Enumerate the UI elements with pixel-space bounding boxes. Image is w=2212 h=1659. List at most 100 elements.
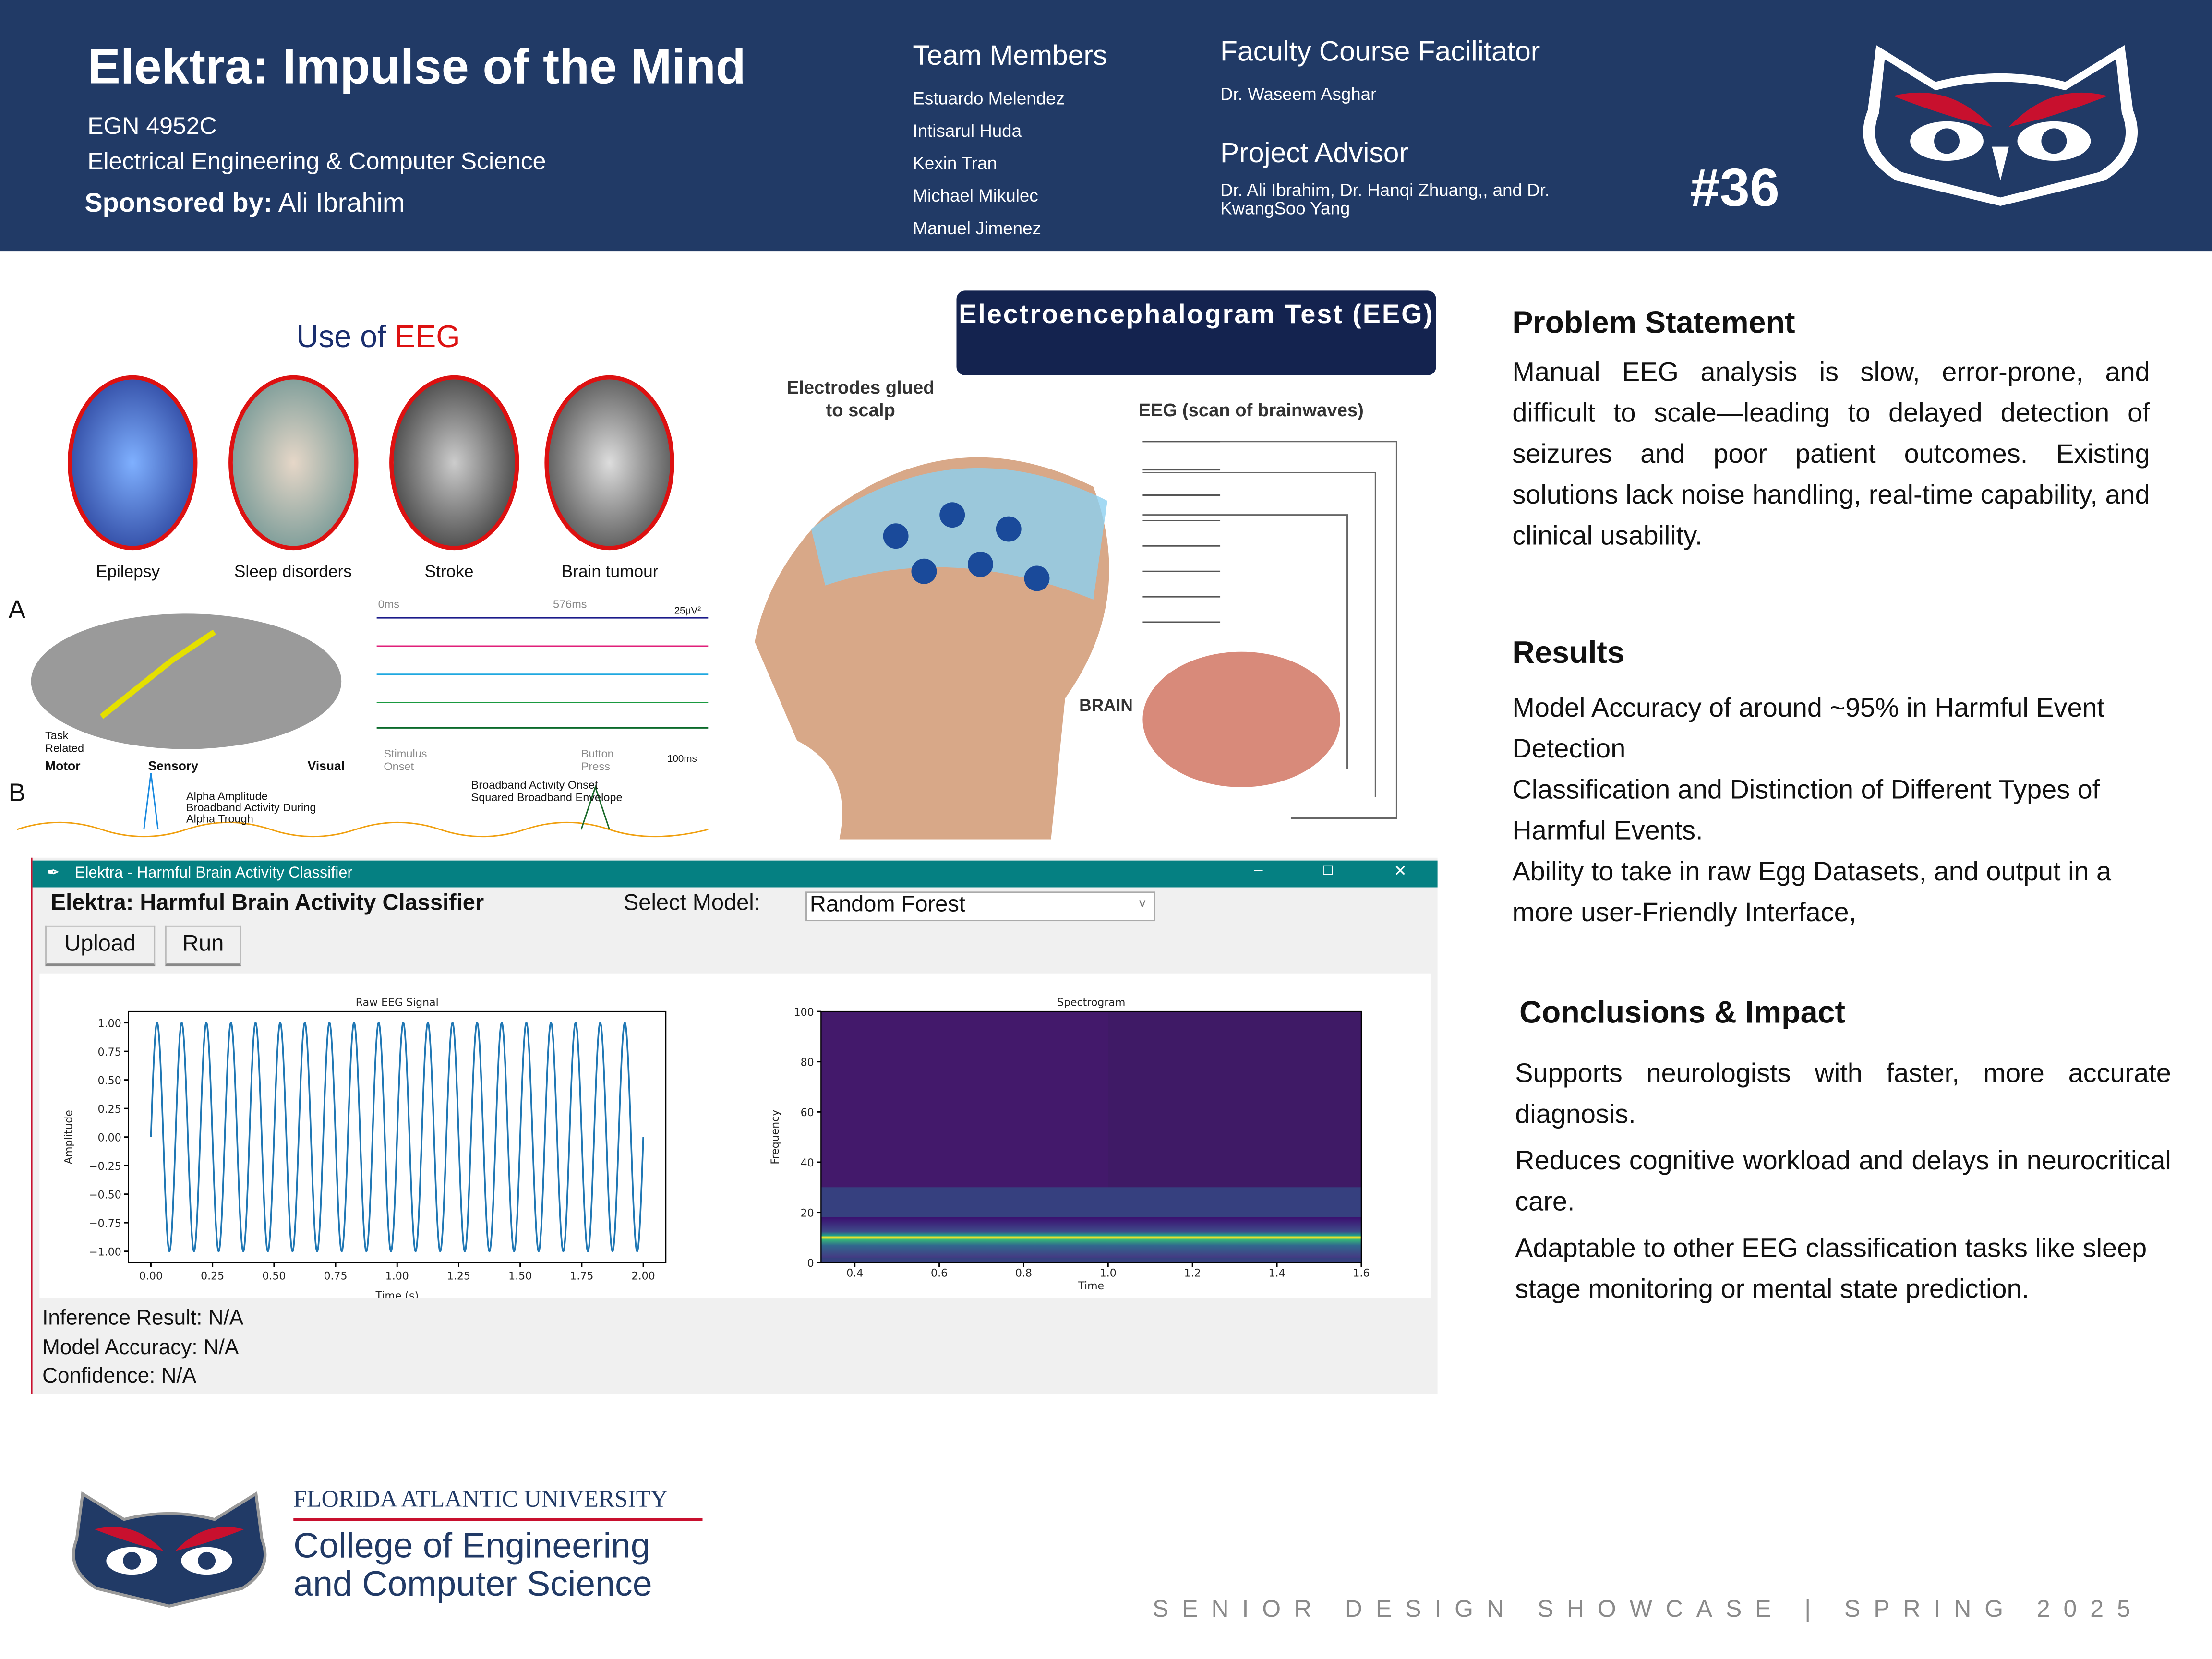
classifier-app-window: ✒ Elektra - Harmful Brain Activity Class… — [31, 857, 1438, 1394]
brain-traces-diagram — [17, 613, 709, 838]
raw-eeg-title: Raw EEG Signal — [356, 997, 439, 1009]
facilitator-name: Dr. Waseem Asghar — [1220, 84, 1377, 105]
tumour-image — [544, 375, 674, 551]
y-tick-label: −0.25 — [89, 1161, 121, 1173]
department: Electrical Engineering & Computer Scienc… — [87, 148, 546, 175]
scale-label: 25μV² — [674, 606, 701, 617]
spectrogram-peak-band — [821, 1217, 1361, 1258]
model-select[interactable]: Random Forest v — [805, 891, 1155, 922]
close-button[interactable]: ✕ — [1394, 863, 1407, 880]
epilepsy-image — [68, 375, 198, 551]
envelope-label: Squared Broadband Envelope — [471, 791, 623, 805]
team-member: Kexin Tran — [913, 154, 998, 174]
x-tick-label: 1.25 — [447, 1270, 470, 1282]
confidence: Confidence: N/A — [42, 1364, 197, 1388]
electrodes-label: Electrodes glued to scalp — [786, 376, 935, 421]
x-tick-label: 1.75 — [570, 1270, 593, 1282]
project-number: #36 — [1690, 159, 1779, 219]
conclusions-list: Supports neurologists with faster, more … — [1515, 1054, 2171, 1310]
sponsor-label: Sponsored by: — [84, 189, 273, 219]
x-tick-label: 0.4 — [846, 1268, 863, 1280]
sponsor: Sponsored by: Ali Ibrahim — [84, 189, 405, 220]
y-tick-label: −0.75 — [89, 1218, 121, 1230]
raw-eeg-ylabel: Amplitude — [63, 1110, 75, 1164]
stimulus-label: Stimulus Onset — [384, 747, 427, 773]
conclusion-item: Adaptable to other EEG classification ta… — [1515, 1234, 2147, 1305]
chevron-down-icon: v — [1139, 896, 1146, 910]
conclusions-title: Conclusions & Impact — [1519, 994, 1846, 1030]
panel-a-label: A — [8, 595, 25, 624]
broadband-label: Broadband Activity During Alpha Trough — [186, 801, 316, 826]
t1-label: 576ms — [553, 598, 587, 611]
course-code: EGN 4952C — [87, 113, 217, 140]
model-accuracy: Model Accuracy: N/A — [42, 1336, 239, 1360]
y-tick-label: 1.00 — [98, 1018, 121, 1030]
university-name: FLORIDA ATLANTIC UNIVERSITY — [293, 1485, 668, 1513]
x-tick-label: 1.00 — [385, 1270, 409, 1282]
feather-icon: ✒ — [46, 865, 60, 882]
alpha-label: Alpha Amplitude — [186, 790, 268, 803]
y-tick-label: 0.50 — [98, 1075, 121, 1087]
team-heading: Team Members — [913, 41, 1107, 72]
x-tick-label: 0.00 — [139, 1270, 163, 1282]
result-item: Ability to take in raw Egg Datasets, and… — [1512, 857, 2112, 928]
use-label: Sleep disorders — [234, 561, 352, 581]
run-button[interactable]: Run — [165, 925, 241, 967]
y-tick-label: 0 — [807, 1258, 814, 1270]
x-tick-label: 1.50 — [508, 1270, 532, 1282]
spectrogram-ylabel: Frequency — [769, 1110, 781, 1165]
y-tick-label: 0.75 — [98, 1046, 121, 1058]
eeg-uses-figure: Use of EEG Epilepsy Sleep disorders Stro… — [0, 268, 726, 854]
x-tick-label: 0.50 — [262, 1270, 286, 1282]
x-tick-label: 1.0 — [1100, 1268, 1117, 1280]
window-titlebar: ✒ Elektra - Harmful Brain Activity Class… — [32, 860, 1438, 888]
advisor-line: Dr. Ali Ibrahim, Dr. Hanqi Zhuang,, and … — [1220, 180, 1550, 201]
college-line: and Computer Science — [293, 1564, 652, 1604]
y-tick-label: 40 — [801, 1157, 814, 1169]
advisor-line: KwangSoo Yang — [1220, 199, 1350, 219]
poster-title: Elektra: Impulse of the Mind — [87, 39, 746, 95]
use-label: Brain tumour — [561, 561, 659, 581]
x-tick-label: 1.2 — [1184, 1268, 1201, 1280]
problem-text: Manual EEG analysis is slow, error-prone… — [1512, 358, 2150, 552]
use-label: Stroke — [424, 561, 474, 581]
college-line: College of Engineering — [293, 1526, 650, 1566]
plots-svg: Raw EEG Signal Time (s) Amplitude 0.00 0.25 0… — [63, 997, 1370, 1302]
sponsor-name: Ali Ibrahim — [278, 189, 405, 219]
y-tick-label: 60 — [801, 1107, 814, 1119]
stroke-image — [389, 375, 519, 551]
upload-button[interactable]: Upload — [45, 925, 156, 967]
team-member: Michael Mikulec — [913, 186, 1038, 206]
inference-result: Inference Result: N/A — [42, 1306, 244, 1331]
eeg-test-figure: Electroencephalogram Test (EEG) Electrod… — [741, 289, 1438, 840]
y-tick-label: −1.00 — [89, 1247, 121, 1259]
button-label: Button Press — [581, 747, 614, 773]
results-list: Model Accuracy of around ~95% in Harmful… — [1512, 688, 2161, 934]
result-item: Model Accuracy of around ~95% in Harmful… — [1512, 694, 2105, 765]
results-title: Results — [1512, 635, 1624, 670]
onset-label: Broadband Activity Onset — [471, 779, 598, 792]
t0-label: 0ms — [378, 598, 400, 611]
brain-label: BRAIN — [1079, 695, 1133, 715]
x-tick-label: 1.6 — [1353, 1268, 1370, 1280]
spectrogram-axes — [820, 1010, 1362, 1263]
y-tick-label: 0.25 — [98, 1104, 121, 1116]
y-tick-label: 80 — [801, 1057, 814, 1069]
y-tick-label: 100 — [794, 1007, 814, 1019]
x-tick-label: 0.6 — [931, 1268, 948, 1280]
owl-logo-icon — [1863, 45, 2138, 206]
select-model-label: Select Model: — [623, 891, 760, 916]
title-prefix: Use of — [296, 319, 395, 354]
advisor-heading: Project Advisor — [1220, 138, 1409, 169]
model-select-value: Random Forest — [809, 893, 965, 917]
minimize-button[interactable]: – — [1254, 862, 1263, 879]
advisor-names: Dr. Ali Ibrahim, Dr. Hanqi Zhuang,, and … — [1220, 180, 1550, 219]
maximize-button[interactable]: □ — [1323, 862, 1333, 879]
divider — [293, 1518, 703, 1521]
y-tick-label: 20 — [801, 1207, 814, 1219]
eeg-test-title: Electroencephalogram Test (EEG) — [956, 290, 1436, 375]
conclusion-item: Reduces cognitive workload and delays in… — [1515, 1147, 2171, 1218]
x-tick-label: 1.4 — [1269, 1268, 1286, 1280]
title-accent: EEG — [394, 319, 460, 354]
